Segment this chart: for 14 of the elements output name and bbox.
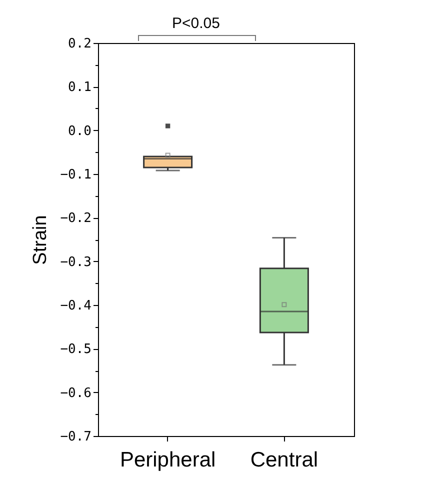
y-tick-label: −0.5 <box>60 342 92 358</box>
y-tick-label: −0.2 <box>60 211 92 226</box>
y-axis-title: Strain <box>30 215 52 265</box>
y-tick-label: −0.6 <box>60 386 92 401</box>
y-tick-label: −0.1 <box>60 168 92 182</box>
text: P<0.05 <box>172 15 220 32</box>
x-tick-label: Peripheral <box>120 448 216 472</box>
y-tick-label: 0.0 <box>68 124 92 139</box>
y-tick-label: −0.7 <box>60 430 92 444</box>
y-tick-label: −0.4 <box>60 298 92 314</box>
y-tick-label: 0.2 <box>68 36 92 52</box>
y-tick-label: 0.1 <box>68 80 92 96</box>
x-tick-label: Central <box>250 448 318 472</box>
y-tick-label: −0.3 <box>60 254 92 270</box>
